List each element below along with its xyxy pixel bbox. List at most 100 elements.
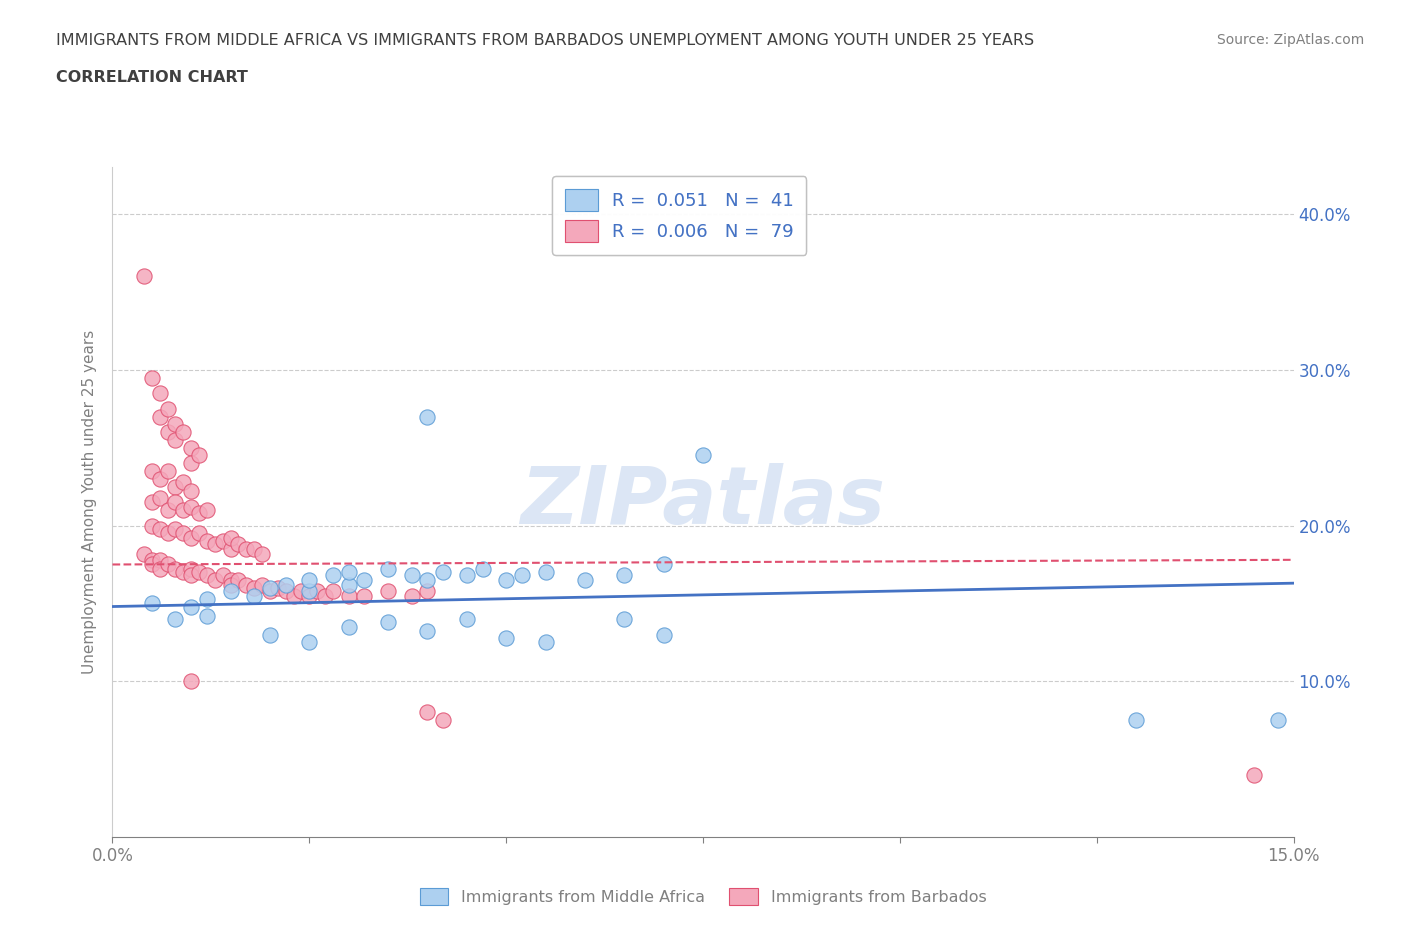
Point: [259, 627, 281, 642]
Point: [180, 568, 202, 583]
Point: [149, 472, 172, 486]
Point: [432, 712, 454, 727]
Point: [377, 615, 399, 630]
Point: [534, 565, 557, 579]
Point: [219, 573, 242, 588]
Point: [337, 578, 360, 592]
Point: [195, 534, 218, 549]
Point: [180, 599, 202, 614]
Point: [314, 588, 336, 603]
Point: [250, 546, 273, 561]
Point: [156, 502, 179, 517]
Point: [156, 402, 179, 417]
Point: [401, 588, 423, 603]
Point: [172, 502, 194, 517]
Point: [1125, 712, 1147, 727]
Point: [180, 531, 202, 546]
Text: IMMIGRANTS FROM MIDDLE AFRICA VS IMMIGRANTS FROM BARBADOS UNEMPLOYMENT AMONG YOU: IMMIGRANTS FROM MIDDLE AFRICA VS IMMIGRA…: [56, 33, 1035, 47]
Point: [235, 541, 257, 556]
Point: [228, 573, 250, 588]
Point: [195, 608, 218, 623]
Point: [1267, 712, 1289, 727]
Point: [180, 484, 202, 498]
Point: [188, 525, 211, 540]
Point: [149, 386, 172, 401]
Point: [235, 578, 257, 592]
Point: [165, 521, 187, 536]
Point: [132, 546, 155, 561]
Point: [219, 531, 242, 546]
Point: [219, 578, 242, 592]
Point: [337, 588, 360, 603]
Y-axis label: Unemployment Among Youth under 25 years: Unemployment Among Youth under 25 years: [82, 330, 97, 674]
Point: [204, 573, 226, 588]
Point: [156, 464, 179, 479]
Point: [188, 506, 211, 521]
Text: Source: ZipAtlas.com: Source: ZipAtlas.com: [1216, 33, 1364, 46]
Point: [416, 573, 439, 588]
Legend: R =  0.051   N =  41, R =  0.006   N =  79: R = 0.051 N = 41, R = 0.006 N = 79: [553, 177, 807, 255]
Point: [243, 588, 266, 603]
Point: [259, 580, 281, 595]
Point: [307, 583, 329, 598]
Point: [322, 568, 344, 583]
Point: [337, 565, 360, 579]
Point: [165, 562, 187, 577]
Point: [456, 568, 478, 583]
Point: [243, 580, 266, 595]
Point: [416, 624, 439, 639]
Point: [228, 537, 250, 551]
Point: [495, 631, 517, 645]
Point: [204, 537, 226, 551]
Point: [149, 490, 172, 505]
Point: [180, 499, 202, 514]
Point: [250, 578, 273, 592]
Point: [416, 705, 439, 720]
Point: [132, 269, 155, 284]
Point: [180, 456, 202, 471]
Text: CORRELATION CHART: CORRELATION CHART: [56, 70, 247, 85]
Point: [298, 635, 321, 650]
Point: [652, 557, 675, 572]
Point: [211, 534, 233, 549]
Point: [298, 583, 321, 598]
Point: [165, 432, 187, 447]
Point: [219, 541, 242, 556]
Point: [156, 525, 179, 540]
Point: [149, 409, 172, 424]
Point: [149, 521, 172, 536]
Point: [165, 612, 187, 627]
Point: [613, 568, 636, 583]
Point: [141, 596, 163, 611]
Point: [180, 562, 202, 577]
Point: [180, 674, 202, 689]
Point: [353, 573, 375, 588]
Point: [613, 612, 636, 627]
Point: [290, 583, 312, 598]
Point: [267, 580, 290, 595]
Point: [274, 578, 297, 592]
Point: [141, 518, 163, 533]
Point: [172, 474, 194, 489]
Point: [298, 588, 321, 603]
Point: [416, 409, 439, 424]
Point: [195, 591, 218, 606]
Point: [149, 552, 172, 567]
Point: [322, 583, 344, 598]
Point: [188, 448, 211, 463]
Point: [165, 495, 187, 510]
Point: [156, 557, 179, 572]
Point: [510, 568, 533, 583]
Point: [534, 635, 557, 650]
Point: [172, 565, 194, 579]
Point: [495, 573, 517, 588]
Point: [259, 583, 281, 598]
Point: [195, 568, 218, 583]
Point: [195, 502, 218, 517]
Point: [141, 552, 163, 567]
Point: [283, 588, 305, 603]
Point: [416, 583, 439, 598]
Point: [298, 573, 321, 588]
Legend: Immigrants from Middle Africa, Immigrants from Barbados: Immigrants from Middle Africa, Immigrant…: [412, 880, 994, 912]
Point: [377, 583, 399, 598]
